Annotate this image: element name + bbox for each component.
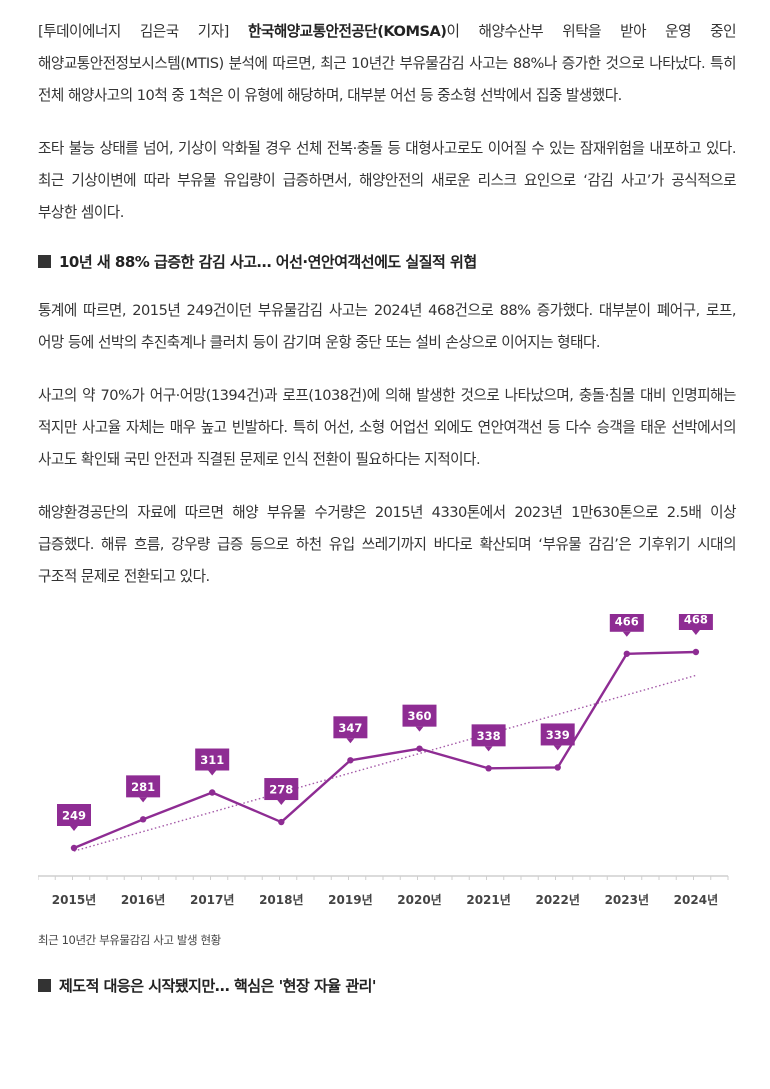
x-tick-label: 2024년 <box>674 893 718 907</box>
paragraph-3: 통계에 따르면, 2015년 249건이던 부유물감김 사고는 2024년 46… <box>38 302 737 351</box>
data-label-pointer <box>691 630 700 635</box>
data-label: 339 <box>546 728 570 742</box>
data-label-box <box>195 748 230 771</box>
paragraph-1: [투데이에너지 김은국 기자] 한국해양교통안전공단(KOMSA)이 해양수산부… <box>38 16 737 112</box>
data-label-box <box>540 723 575 746</box>
subheading-2-text: 제도적 대응은 시작됐지만… 핵심은 '현장 자율 관리' <box>59 977 377 995</box>
paragraph-5: 해양환경공단의 자료에 따르면 해양 부유물 수거량은 2015년 4330톤에… <box>38 504 737 585</box>
data-label-pointer <box>622 631 631 637</box>
x-tick-label: 2020년 <box>397 893 441 907</box>
paragraph-4: 사고의 약 70%가 어구·어망(1394건)과 로프(1038건)에 의해 발… <box>38 387 737 468</box>
data-point <box>70 844 78 852</box>
data-label-box <box>609 614 644 632</box>
data-label: 468 <box>684 614 708 627</box>
data-label-pointer <box>70 826 78 831</box>
org-name: 한국해양교통안전공단(KOMSA) <box>247 23 447 40</box>
data-point <box>623 650 630 657</box>
data-label: 311 <box>200 753 224 767</box>
data-label-pointer <box>139 797 148 803</box>
data-point <box>139 816 147 823</box>
data-label-box <box>471 724 506 747</box>
byline: [투데이에너지 김은국 기자] <box>38 23 248 40</box>
data-label: 338 <box>477 729 501 743</box>
data-label-box <box>333 716 368 739</box>
data-label: 278 <box>269 783 293 797</box>
square-bullet-icon <box>38 979 51 992</box>
data-label-pointer <box>208 770 217 776</box>
x-tick-label: 2016년 <box>121 893 165 907</box>
data-label-box <box>402 704 437 727</box>
x-tick-label: 2018년 <box>259 893 303 907</box>
data-point <box>209 789 216 796</box>
data-label-box <box>678 614 713 630</box>
article-body: [투데이에너지 김은국 기자] 한국해양교통안전공단(KOMSA)이 해양수산부… <box>38 16 738 947</box>
x-tick-label: 2022년 <box>535 893 579 907</box>
square-bullet-icon <box>38 255 51 268</box>
data-label-pointer <box>484 746 493 752</box>
paragraph-1-text: 이 해양수산부 위탁을 받아 운영 중인 해양교통안전정보시스템(MTIS) 분… <box>38 23 737 104</box>
x-tick-label: 2021년 <box>466 893 510 907</box>
x-tick-label: 2023년 <box>605 893 649 907</box>
chart-caption: 최근 10년간 부유물감김 사고 발생 현황 <box>38 933 221 947</box>
data-label-box <box>126 775 161 798</box>
subheading-1: 10년 새 88% 급증한 감김 사고… 어선·연안여객선에도 실질적 위협 <box>38 250 736 274</box>
data-label: 281 <box>131 780 155 794</box>
x-tick-label: 2017년 <box>190 893 234 907</box>
data-label-pointer <box>553 745 562 751</box>
x-tick-label: 2019년 <box>328 893 372 907</box>
data-label-box <box>57 804 91 826</box>
data-point <box>485 765 492 772</box>
data-label: 466 <box>615 614 639 628</box>
data-point <box>416 745 423 752</box>
data-label-box <box>264 778 299 801</box>
line-chart: 249 281 311 278 347 360 338 339 466 468 2015년 2016년… <box>38 614 729 907</box>
data-label: 347 <box>338 721 362 735</box>
trend-line <box>73 674 697 852</box>
x-tick-label: 2015년 <box>52 893 96 907</box>
paragraph-2: 조타 불능 상태를 넘어, 기상이 악화될 경우 선체 전복·충돌 등 대형사고… <box>38 140 737 221</box>
data-label-pointer <box>277 800 286 806</box>
data-label: 249 <box>62 809 86 823</box>
data-point <box>278 818 285 826</box>
subheading-2: 제도적 대응은 시작됐지만… 핵심은 '현장 자율 관리' <box>38 974 377 998</box>
subheading-1-text: 10년 새 88% 급증한 감김 사고… 어선·연안여객선에도 실질적 위협 <box>59 253 477 271</box>
data-label-pointer <box>415 726 424 732</box>
data-point <box>347 757 354 764</box>
data-point <box>554 764 561 771</box>
series-line <box>73 650 696 850</box>
data-label: 360 <box>407 709 431 723</box>
data-point <box>692 648 700 656</box>
accident-chart: 249 281 311 278 347 360 338 339 466 468 2015년 2016년… <box>38 614 738 926</box>
data-label-pointer <box>346 738 355 744</box>
